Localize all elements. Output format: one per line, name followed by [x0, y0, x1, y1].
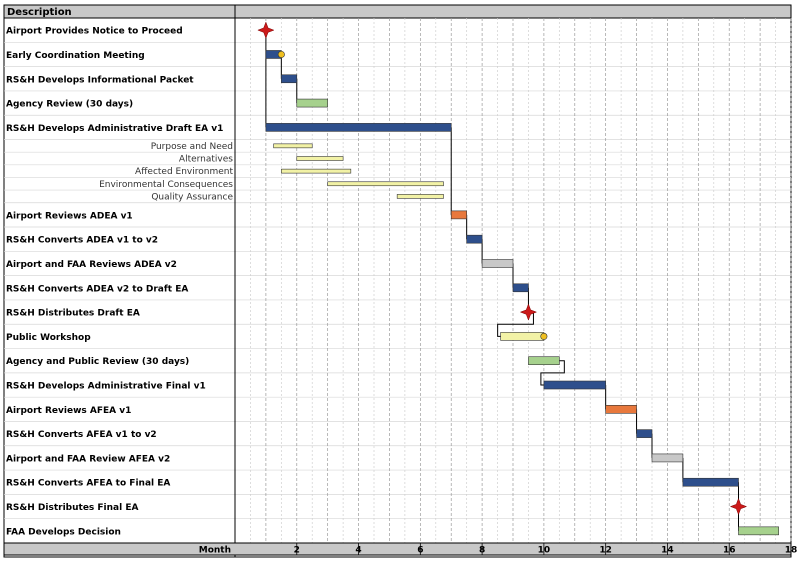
milestone-star: [257, 21, 275, 39]
task-label: Alternatives: [179, 154, 233, 164]
task-bar: [296, 156, 344, 161]
x-axis-label: Month: [199, 546, 231, 556]
task-bar: [327, 181, 444, 187]
task-bar: [281, 74, 298, 84]
header-bar: [3, 4, 792, 19]
meeting-marker: [540, 332, 548, 340]
x-tick-label: 2: [294, 546, 300, 556]
task-bar: [450, 210, 467, 220]
task-bar: [273, 143, 313, 149]
task-label: RS&H Converts AFEA to Final EA: [6, 479, 170, 489]
task-label: Affected Environment: [135, 167, 233, 177]
x-tick-label: 14: [661, 546, 674, 556]
task-label: RS&H Develops Administrative Draft EA v1: [6, 124, 223, 134]
task-bar: [481, 259, 514, 268]
task-bar: [281, 168, 352, 174]
task-label: RS&H Converts ADEA v1 to v2: [6, 236, 158, 246]
task-label: Purpose and Need: [151, 142, 233, 152]
task-label: Agency Review (30 days): [6, 100, 133, 110]
meeting-marker: [277, 50, 285, 58]
task-bar: [466, 234, 483, 244]
milestone-star: [519, 303, 538, 321]
task-bar: [605, 405, 637, 414]
task-bar: [396, 194, 444, 199]
task-bar: [682, 477, 739, 487]
chart-frame: [3, 4, 792, 558]
task-label: RS&H Converts AFEA v1 to v2: [6, 430, 157, 440]
x-tick-label: 12: [599, 546, 612, 556]
task-label: Public Workshop: [6, 333, 91, 343]
task-bar: [738, 526, 779, 536]
task-label: Environmental Consequences: [99, 180, 233, 190]
task-bar: [265, 123, 452, 132]
task-bar: [296, 98, 328, 108]
task-label: Early Coordination Meeting: [6, 51, 145, 61]
task-label: Airport and FAA Review AFEA v2: [6, 454, 170, 464]
task-label: RS&H Develops Administrative Final v1: [6, 382, 206, 392]
x-tick-label: 16: [723, 546, 736, 556]
milestone-star: [729, 497, 748, 516]
task-label: Airport Provides Notice to Proceed: [6, 27, 183, 37]
x-tick-label: 6: [417, 546, 423, 556]
task-label: FAA Develops Decision: [6, 527, 121, 537]
task-label: Airport Reviews AFEA v1: [6, 406, 131, 416]
task-label: Quality Assurance: [151, 192, 233, 202]
task-label: Airport Reviews ADEA v1: [6, 211, 133, 221]
task-bar: [512, 283, 529, 293]
task-bar: [528, 356, 560, 366]
task-bar: [651, 453, 684, 463]
task-bar: [636, 429, 653, 438]
task-bar: [543, 380, 606, 390]
task-label: RS&H Distributes Draft EA: [6, 309, 140, 319]
task-label: Airport and FAA Reviews ADEA v2: [6, 260, 177, 270]
task-bar: [500, 332, 545, 341]
task-label: RS&H Develops Informational Packet: [6, 75, 194, 85]
x-tick-label: 4: [355, 546, 361, 556]
x-tick-label: 10: [538, 546, 551, 556]
x-tick-label: 18: [785, 546, 798, 556]
task-label: RS&H Distributes Final EA: [6, 503, 138, 513]
task-label: Agency and Public Review (30 days): [6, 357, 189, 367]
header-label: Description: [7, 7, 72, 18]
dependency-connector: [540, 360, 565, 386]
x-tick-label: 8: [479, 546, 485, 556]
task-label: RS&H Converts ADEA v2 to Draft EA: [6, 284, 188, 294]
